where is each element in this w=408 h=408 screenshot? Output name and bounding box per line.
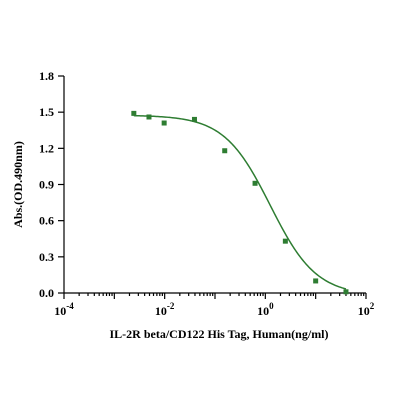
data-point <box>252 180 258 186</box>
x-tick-base: 10 <box>155 304 167 318</box>
x-ticks: 10-4 10-2 100 102 <box>54 293 375 318</box>
y-tick-label: 1.5 <box>39 105 54 119</box>
y-tick-label: 1.8 <box>39 69 54 83</box>
axes <box>63 76 366 294</box>
y-axis-title: Abs.(OD.490nm) <box>11 141 25 228</box>
data-point <box>131 110 137 116</box>
y-ticks: 0.0 0.3 0.6 0.9 1.2 1.5 1.8 <box>39 69 64 300</box>
x-axis-title: IL-2R beta/CD122 His Tag, Human(ng/ml) <box>109 327 328 341</box>
x-tick-exponent: 0 <box>269 301 274 311</box>
y-tick-label: 1.2 <box>39 141 54 155</box>
data-point <box>161 120 167 126</box>
x-tick-exponent: -4 <box>66 301 74 311</box>
data-point <box>191 116 197 122</box>
x-tick-base: 10 <box>54 304 66 318</box>
x-tick-label: 10-2 <box>155 301 175 318</box>
data-point <box>343 289 349 295</box>
x-tick-exponent: 2 <box>370 301 375 311</box>
data-point <box>222 148 228 154</box>
x-tick-label: 10-4 <box>54 301 74 318</box>
fit-curve <box>133 114 347 290</box>
data-point <box>282 238 288 244</box>
data-point <box>146 114 152 120</box>
y-tick-label: 0.3 <box>39 250 54 264</box>
y-tick-label: 0.0 <box>39 286 54 300</box>
x-tick-base: 10 <box>358 304 370 318</box>
x-tick-label: 100 <box>257 301 274 318</box>
data-point <box>313 278 319 284</box>
data-points <box>131 110 349 295</box>
x-tick-exponent: -2 <box>167 301 175 311</box>
x-tick-base: 10 <box>257 304 269 318</box>
x-tick-label: 102 <box>358 301 375 318</box>
y-tick-label: 0.9 <box>39 178 54 192</box>
y-tick-label: 0.6 <box>39 214 54 228</box>
